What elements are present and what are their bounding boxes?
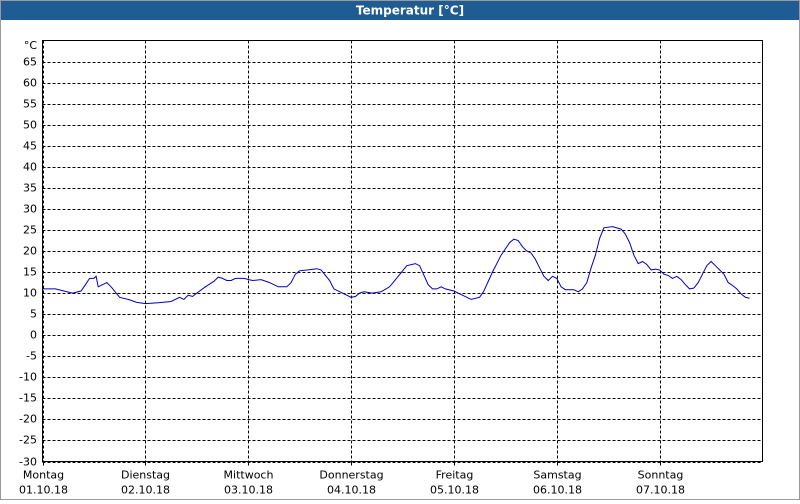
x-tick-date: 07.10.18: [636, 484, 685, 497]
x-tick-date: 06.10.18: [533, 484, 582, 497]
y-tick-label: -20: [19, 413, 37, 426]
y-tick-label: -30: [19, 456, 37, 469]
y-tick-label: -10: [19, 371, 37, 384]
y-tick-label: 15: [23, 266, 37, 279]
y-tick-label: 0: [30, 329, 37, 342]
y-tick-label: 10: [23, 287, 37, 300]
chart-title: Temperatur [°C]: [356, 4, 464, 18]
y-tick-label: 45: [23, 140, 37, 153]
x-tick-label: Montag: [23, 469, 64, 482]
x-tick-date: 05.10.18: [430, 484, 479, 497]
y-tick-label: 50: [23, 119, 37, 132]
y-tick-label: 35: [23, 182, 37, 195]
y-tick-label: 65: [23, 56, 37, 69]
x-tick-label: Donnerstag: [319, 469, 383, 482]
temperature-line: [42, 226, 750, 305]
y-tick-label: -5: [26, 350, 37, 363]
x-tick-date: 01.10.18: [19, 484, 68, 497]
y-tick-label: 30: [23, 203, 37, 216]
y-tick-label: 5: [30, 308, 37, 321]
x-tick-date: 03.10.18: [224, 484, 273, 497]
y-tick-label: 40: [23, 161, 37, 174]
y-tick-label: 20: [23, 245, 37, 258]
x-tick-date: 04.10.18: [327, 484, 376, 497]
x-tick-date: 02.10.18: [121, 484, 170, 497]
x-tick-label: Dienstag: [121, 469, 170, 482]
y-tick-label: -15: [19, 392, 37, 405]
y-tick-label: 55: [23, 98, 37, 111]
y-tick-label: 25: [23, 224, 37, 237]
title-bar: [1, 1, 799, 20]
x-tick-label: Sonntag: [638, 469, 684, 482]
y-unit: °C: [24, 39, 38, 52]
x-tick-label: Samstag: [533, 469, 581, 482]
x-tick-label: Mittwoch: [224, 469, 274, 482]
y-tick-label: -25: [19, 434, 37, 447]
plot-border: [42, 40, 763, 462]
x-tick-label: Freitag: [436, 469, 474, 482]
y-tick-label: 60: [23, 77, 37, 90]
